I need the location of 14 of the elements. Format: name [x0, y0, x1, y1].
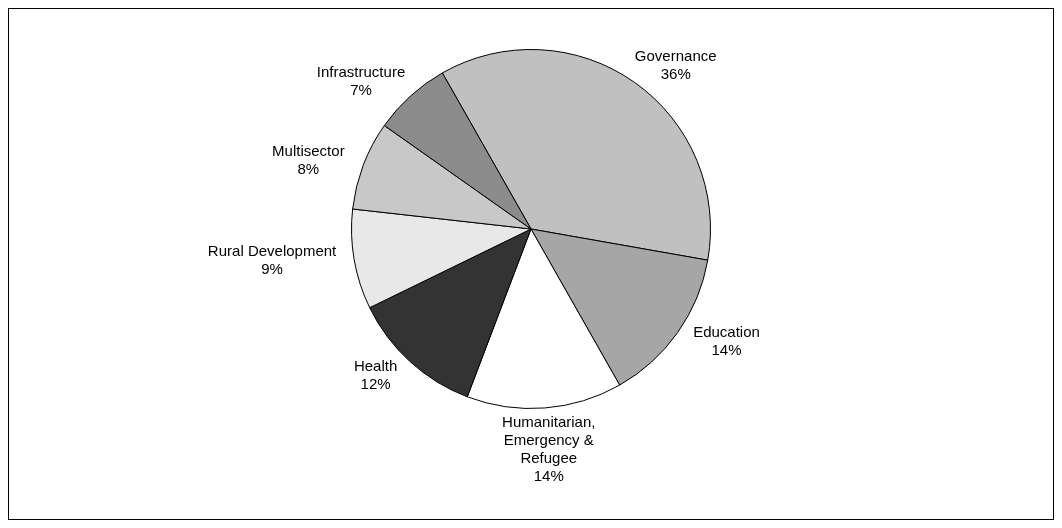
data-label: 12% [360, 374, 391, 392]
data-label: 8% [297, 160, 320, 177]
slice-label: Health [353, 356, 398, 374]
slice-label: Rural Development [207, 242, 338, 260]
slice-label: Humanitarian, Emergency & Refugee [502, 412, 596, 466]
slice-label: Multisector [272, 142, 345, 159]
slice-label: Infrastructure [316, 62, 406, 80]
slice-label: Education [693, 323, 760, 341]
slice-label: Governance [634, 46, 717, 64]
data-label: 36% [660, 64, 691, 82]
data-label: 9% [261, 260, 283, 278]
data-label: 7% [350, 80, 372, 98]
data-label: 14% [533, 466, 564, 484]
data-label: 14% [711, 341, 742, 359]
